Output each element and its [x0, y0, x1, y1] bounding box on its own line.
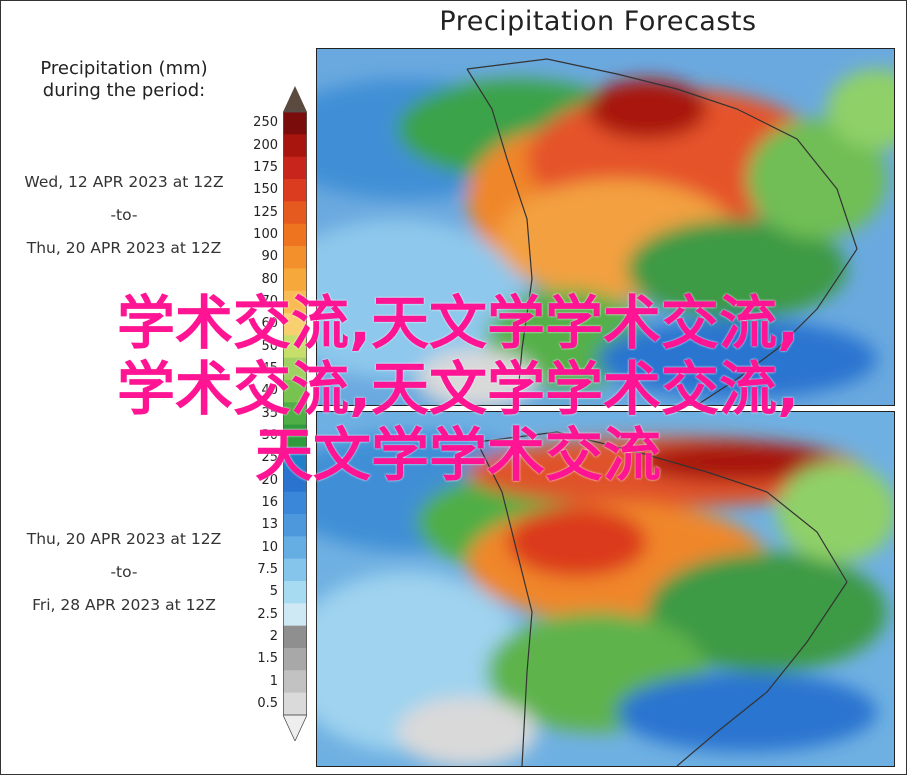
- legend-tick-label: 2.5: [257, 606, 278, 622]
- legend-tick-label: 16: [261, 494, 278, 510]
- legend-tick-label: 45: [261, 360, 278, 376]
- colorbar-segment: [283, 357, 307, 381]
- legend-title-line2: during the period:: [42, 80, 206, 101]
- legend-tick-label: 1: [269, 673, 278, 689]
- legend-tick-label: 35: [261, 405, 278, 421]
- watermark-line1: 学术交流,天文学学术交流,: [116, 289, 800, 357]
- legend-tick-label: 40: [261, 383, 278, 399]
- colorbar-segment: [283, 335, 307, 359]
- legend-tick-label: 1.5: [257, 651, 278, 667]
- legend-tick-label: 0.5: [257, 695, 278, 711]
- period-1-label: Wed, 12 APR 2023 at 12Z -to- Thu, 20 APR…: [0, 166, 248, 265]
- page-title: Precipitation Forecasts: [439, 6, 757, 37]
- map-south-america-1: [317, 49, 894, 405]
- legend-title-line1: Precipitation (mm): [40, 58, 208, 79]
- forecast-map-period-1: [316, 48, 895, 406]
- colorbar-segment: [283, 447, 307, 470]
- colorbar-segment: [283, 134, 307, 158]
- colorbar-segment: [283, 313, 307, 336]
- colorbar-segment: [283, 201, 307, 225]
- colorbar-segment: [283, 514, 307, 537]
- colorbar-top-arrow: [283, 86, 307, 112]
- legend-tick-label: 5: [269, 584, 278, 600]
- legend-tick-label: 60: [261, 316, 278, 332]
- colorbar-segment: [283, 603, 307, 627]
- legend-tick-label: 70: [261, 293, 278, 309]
- forecast-map-period-2: [316, 411, 895, 767]
- legend-tick-label: 80: [261, 271, 278, 287]
- period-2-end: Fri, 28 APR 2023 at 12Z: [32, 596, 216, 614]
- legend-tick-label: 125: [253, 204, 278, 220]
- legend-tick-label: 25: [261, 450, 278, 466]
- legend-tick-label: 90: [261, 249, 278, 265]
- colorbar-segment: [283, 670, 307, 694]
- colorbar-outline: [283, 111, 307, 716]
- colorbar-segment: [283, 692, 307, 716]
- map-south-america-2: [317, 412, 894, 766]
- legend-tick-label: 20: [261, 472, 278, 488]
- colorbar-segment: [283, 179, 307, 202]
- colorbar-segment: [283, 268, 307, 292]
- colorbar-segment: [283, 290, 307, 314]
- legend-tick-label: 30: [261, 427, 278, 443]
- period-2-separator: -to-: [110, 563, 138, 581]
- colorbar-segment: [283, 156, 307, 180]
- colorbar-segment: [283, 380, 307, 403]
- precipitation-colorbar: [283, 86, 307, 741]
- colorbar-segment: [283, 424, 307, 448]
- period-1-end: Thu, 20 APR 2023 at 12Z: [26, 239, 222, 257]
- legend-tick-label: 175: [253, 159, 278, 175]
- legend-tick-label: 10: [261, 539, 278, 555]
- legend-tick-label: 2: [269, 628, 278, 644]
- period-2-label: Thu, 20 APR 2023 at 12Z -to- Fri, 28 APR…: [0, 523, 248, 622]
- legend-tick-label: 200: [253, 137, 278, 153]
- period-1-start: Wed, 12 APR 2023 at 12Z: [24, 173, 224, 191]
- colorbar-segment: [283, 558, 307, 582]
- colorbar-segment: [283, 648, 307, 671]
- legend-tick-label: 13: [261, 517, 278, 533]
- colorbar-segment: [283, 581, 307, 604]
- colorbar-segment: [283, 246, 307, 269]
- watermark-text: 学术交流,天文学学术交流, 学术交流,天文学学术交流, 天文学学术交流: [18, 290, 898, 488]
- legend-tick-label: 7.5: [257, 561, 278, 577]
- colorbar-segment: [283, 625, 307, 649]
- period-2-start: Thu, 20 APR 2023 at 12Z: [26, 530, 222, 548]
- period-1-separator: -to-: [110, 206, 138, 224]
- legend-tick-label: 250: [253, 115, 278, 131]
- colorbar-bottom-arrow: [283, 714, 307, 741]
- legend-title: Precipitation (mm) during the period:: [0, 58, 248, 102]
- colorbar-segment: [283, 402, 307, 426]
- legend-tick-label: 150: [253, 182, 278, 198]
- colorbar-segment: [283, 469, 307, 493]
- colorbar-segment: [283, 112, 307, 135]
- colorbar-segment: [283, 536, 307, 560]
- legend-tick-label: 50: [261, 338, 278, 354]
- colorbar-segment: [283, 491, 307, 515]
- watermark-line3: 天文学学术交流: [254, 421, 661, 489]
- colorbar-segment: [283, 223, 307, 247]
- legend-tick-label: 100: [253, 226, 278, 242]
- watermark-line2: 学术交流,天文学学术交流,: [116, 355, 800, 423]
